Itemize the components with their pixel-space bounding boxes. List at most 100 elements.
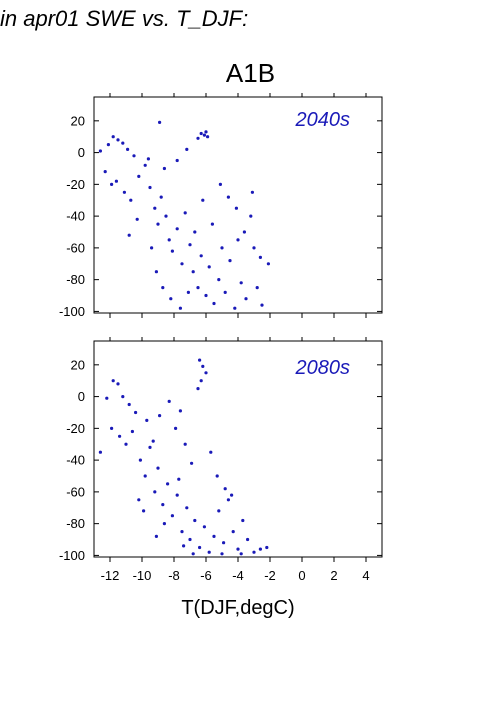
data-point [186,290,190,294]
data-point [234,206,238,210]
data-point [130,429,134,434]
data-point [223,487,227,491]
data-point [105,396,109,400]
data-point [127,233,131,237]
data-point [185,506,189,510]
y-tick-label: -40 [66,209,85,224]
data-point [161,503,165,507]
data-point [111,135,115,139]
data-point [212,534,216,539]
x-axis-label: T(DJF,degC) [181,597,294,619]
data-point [242,230,246,234]
data-point [215,474,219,478]
data-point [156,466,160,470]
data-point [193,518,197,523]
data-point [236,547,240,551]
data-point [150,246,154,250]
panel-2040s-xticks [109,93,367,318]
y-tick-label: 0 [78,389,85,404]
scenario-title: A1B [225,58,276,88]
data-point [255,286,259,290]
panel-2040s-label: 2040s [295,109,351,131]
data-point [265,545,269,550]
data-point [110,182,114,186]
data-point [175,227,179,231]
data-point [266,262,270,266]
data-point [151,439,155,443]
panel-2080s-label: 2080s [295,357,351,379]
data-point [202,133,206,137]
data-point [180,530,184,534]
y-tick-label: -20 [66,177,85,192]
data-point [154,534,158,539]
data-point [198,545,202,550]
data-point [178,409,182,413]
panel-2040s-points [98,120,270,310]
data-point [174,426,178,430]
data-point [116,382,120,386]
data-point [132,154,136,158]
data-point [228,259,232,263]
data-point [153,206,157,210]
data-point [114,179,118,183]
data-point [198,358,202,362]
data-point [239,552,243,556]
data-point [231,530,235,534]
data-point [182,544,186,548]
data-point [233,306,237,310]
data-point [217,509,221,513]
data-point [220,552,224,556]
y-tick-label: 20 [71,357,85,372]
data-point [196,136,200,140]
x-tick-label: 4 [362,568,369,583]
y-tick-label: -60 [66,484,85,499]
data-point [183,442,187,446]
data-point [252,246,256,250]
data-point [167,399,171,403]
data-point [191,270,195,274]
data-point [164,214,168,218]
chart-heading: in apr01 SWE vs. T_DJF: [0,6,249,31]
data-point [148,185,152,190]
panel-2040s: 20 0 -20 -40 -60 -80 -100 2040s [59,93,383,319]
data-point [204,293,208,298]
data-point [124,442,128,446]
data-point [226,195,230,199]
data-point [199,379,203,383]
x-tick-label: -4 [232,568,244,583]
data-point [201,364,205,368]
data-point [207,265,211,269]
data-point [260,303,264,307]
data-point [220,246,224,250]
data-point [110,426,114,430]
data-point [210,222,214,226]
data-point [244,297,248,301]
data-point [239,281,243,285]
data-point [222,541,226,545]
data-point [196,387,200,391]
y-tick-label: -100 [59,304,85,319]
data-point [218,182,222,186]
y-tick-label: -100 [59,548,85,563]
data-point [122,190,126,194]
data-point [170,249,174,253]
y-tick-label: 0 [78,145,85,160]
data-point [217,278,221,282]
data-point [103,170,107,174]
data-point [162,522,166,526]
data-point [230,493,234,497]
data-point [201,198,205,202]
data-point [167,238,171,242]
data-point [185,147,189,151]
data-point [154,270,158,274]
x-tick-label: 0 [298,568,305,583]
data-point [204,371,208,375]
data-point [246,537,250,542]
data-point [158,414,162,418]
data-point [138,458,142,462]
data-point [166,482,170,486]
data-point [121,395,125,399]
data-point [134,410,138,415]
data-point [98,149,102,153]
